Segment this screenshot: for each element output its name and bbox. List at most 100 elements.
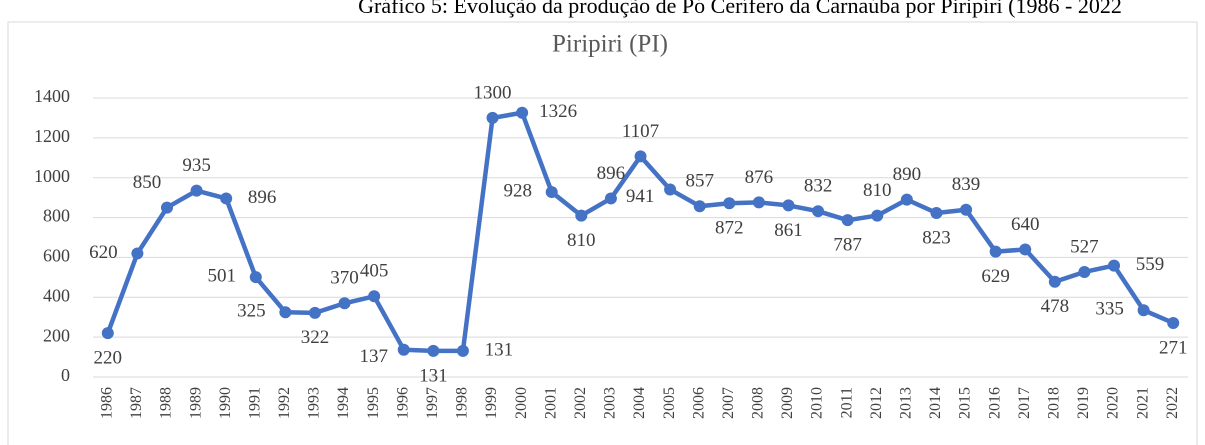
data-label: 832 — [804, 176, 833, 197]
x-tick-label: 1988 — [158, 387, 175, 419]
x-tick-label: 1989 — [187, 387, 204, 419]
x-tick-label: 1995 — [365, 387, 382, 419]
y-tick-label: 800 — [43, 206, 70, 226]
marker — [1078, 265, 1091, 278]
marker — [368, 290, 381, 303]
x-tick-label: 2000 — [513, 387, 530, 419]
marker — [841, 214, 854, 227]
marker — [131, 247, 144, 260]
marker — [516, 106, 529, 119]
x-tick-label: 2007 — [720, 387, 737, 419]
data-label: 559 — [1136, 254, 1165, 275]
x-tick-label: 2018 — [1045, 387, 1062, 419]
y-tick-label: 400 — [43, 285, 70, 305]
x-tick-label: 2019 — [1075, 387, 1092, 419]
figure-title: Gráfico 5: Evolução da produção de Pó Ce… — [358, 0, 1122, 18]
x-tick-label: 1999 — [483, 387, 500, 419]
marker — [812, 205, 825, 218]
data-label: 1300 — [474, 82, 512, 103]
marker — [456, 344, 469, 357]
marker — [664, 183, 677, 196]
marker — [486, 111, 499, 124]
data-label: 896 — [248, 187, 277, 208]
x-tick-label: 1991 — [246, 387, 263, 419]
data-label: 941 — [626, 186, 655, 207]
x-tick-label: 2005 — [661, 387, 678, 419]
chart-frame — [7, 21, 1198, 445]
data-label: 629 — [981, 266, 1010, 287]
data-label: 137 — [359, 346, 388, 367]
data-label: 131 — [419, 365, 448, 386]
x-tick-label: 1986 — [98, 387, 115, 419]
marker — [1048, 275, 1061, 288]
marker — [1108, 259, 1121, 272]
x-tick-label: 1994 — [335, 387, 352, 419]
data-label: 810 — [863, 180, 892, 201]
marker — [397, 343, 410, 356]
x-tick-label: 2002 — [572, 387, 589, 419]
x-tick-label: 2022 — [1164, 387, 1181, 419]
marker — [249, 271, 262, 284]
marker — [427, 344, 440, 357]
marker — [930, 206, 943, 219]
data-label: 335 — [1095, 299, 1124, 320]
x-tick-label: 1993 — [306, 387, 323, 419]
x-tick-label: 2011 — [838, 387, 855, 418]
x-tick-label: 1997 — [424, 387, 441, 419]
marker — [279, 306, 292, 319]
data-label: 325 — [237, 301, 266, 322]
x-tick-label: 2017 — [1016, 387, 1033, 419]
data-label: 857 — [685, 171, 714, 192]
y-tick-label: 200 — [43, 325, 70, 345]
data-label: 861 — [774, 220, 803, 241]
x-tick-label: 2004 — [631, 387, 648, 419]
marker — [871, 209, 884, 222]
data-label: 810 — [567, 230, 596, 251]
data-label: 872 — [715, 218, 744, 239]
data-label: 370 — [330, 268, 359, 289]
marker — [575, 209, 588, 222]
data-label: 890 — [893, 164, 922, 185]
y-tick-label: 1200 — [34, 126, 70, 146]
data-label: 928 — [503, 180, 532, 201]
x-tick-label: 2003 — [602, 387, 619, 419]
y-tick-label: 0 — [61, 365, 70, 385]
marker — [1167, 316, 1180, 329]
x-tick-label: 1996 — [394, 387, 411, 419]
data-label: 271 — [1159, 337, 1188, 358]
data-label: 896 — [597, 163, 626, 184]
data-label: 640 — [1011, 214, 1040, 235]
data-label: 620 — [89, 242, 118, 263]
data-label: 876 — [745, 167, 774, 188]
marker — [220, 192, 233, 205]
y-tick-label: 1400 — [34, 86, 70, 106]
x-tick-label: 1990 — [217, 387, 234, 419]
marker — [160, 201, 173, 214]
data-label: 220 — [94, 348, 123, 369]
x-tick-label: 1992 — [276, 387, 293, 419]
x-tick-label: 2020 — [1105, 387, 1122, 419]
x-tick-label: 2021 — [1134, 387, 1151, 419]
x-tick-label: 2010 — [809, 387, 826, 419]
x-tick-label: 1998 — [454, 387, 471, 419]
data-label: 478 — [1041, 296, 1070, 317]
x-tick-label: 1987 — [128, 387, 145, 419]
marker — [782, 199, 795, 212]
x-tick-label: 2013 — [898, 387, 915, 419]
marker — [693, 200, 706, 213]
marker — [101, 327, 114, 340]
marker — [338, 297, 351, 310]
marker — [190, 184, 203, 197]
marker — [1019, 243, 1032, 256]
marker — [723, 197, 736, 210]
x-tick-label: 2016 — [986, 387, 1003, 419]
data-label: 935 — [182, 155, 211, 176]
data-label: 405 — [360, 261, 389, 282]
marker — [960, 203, 973, 216]
data-label: 787 — [833, 235, 862, 256]
chart-title: Piripiri (PI) — [552, 31, 668, 58]
x-tick-label: 2012 — [868, 387, 885, 419]
x-tick-label: 2014 — [927, 387, 944, 419]
marker — [1137, 304, 1150, 317]
